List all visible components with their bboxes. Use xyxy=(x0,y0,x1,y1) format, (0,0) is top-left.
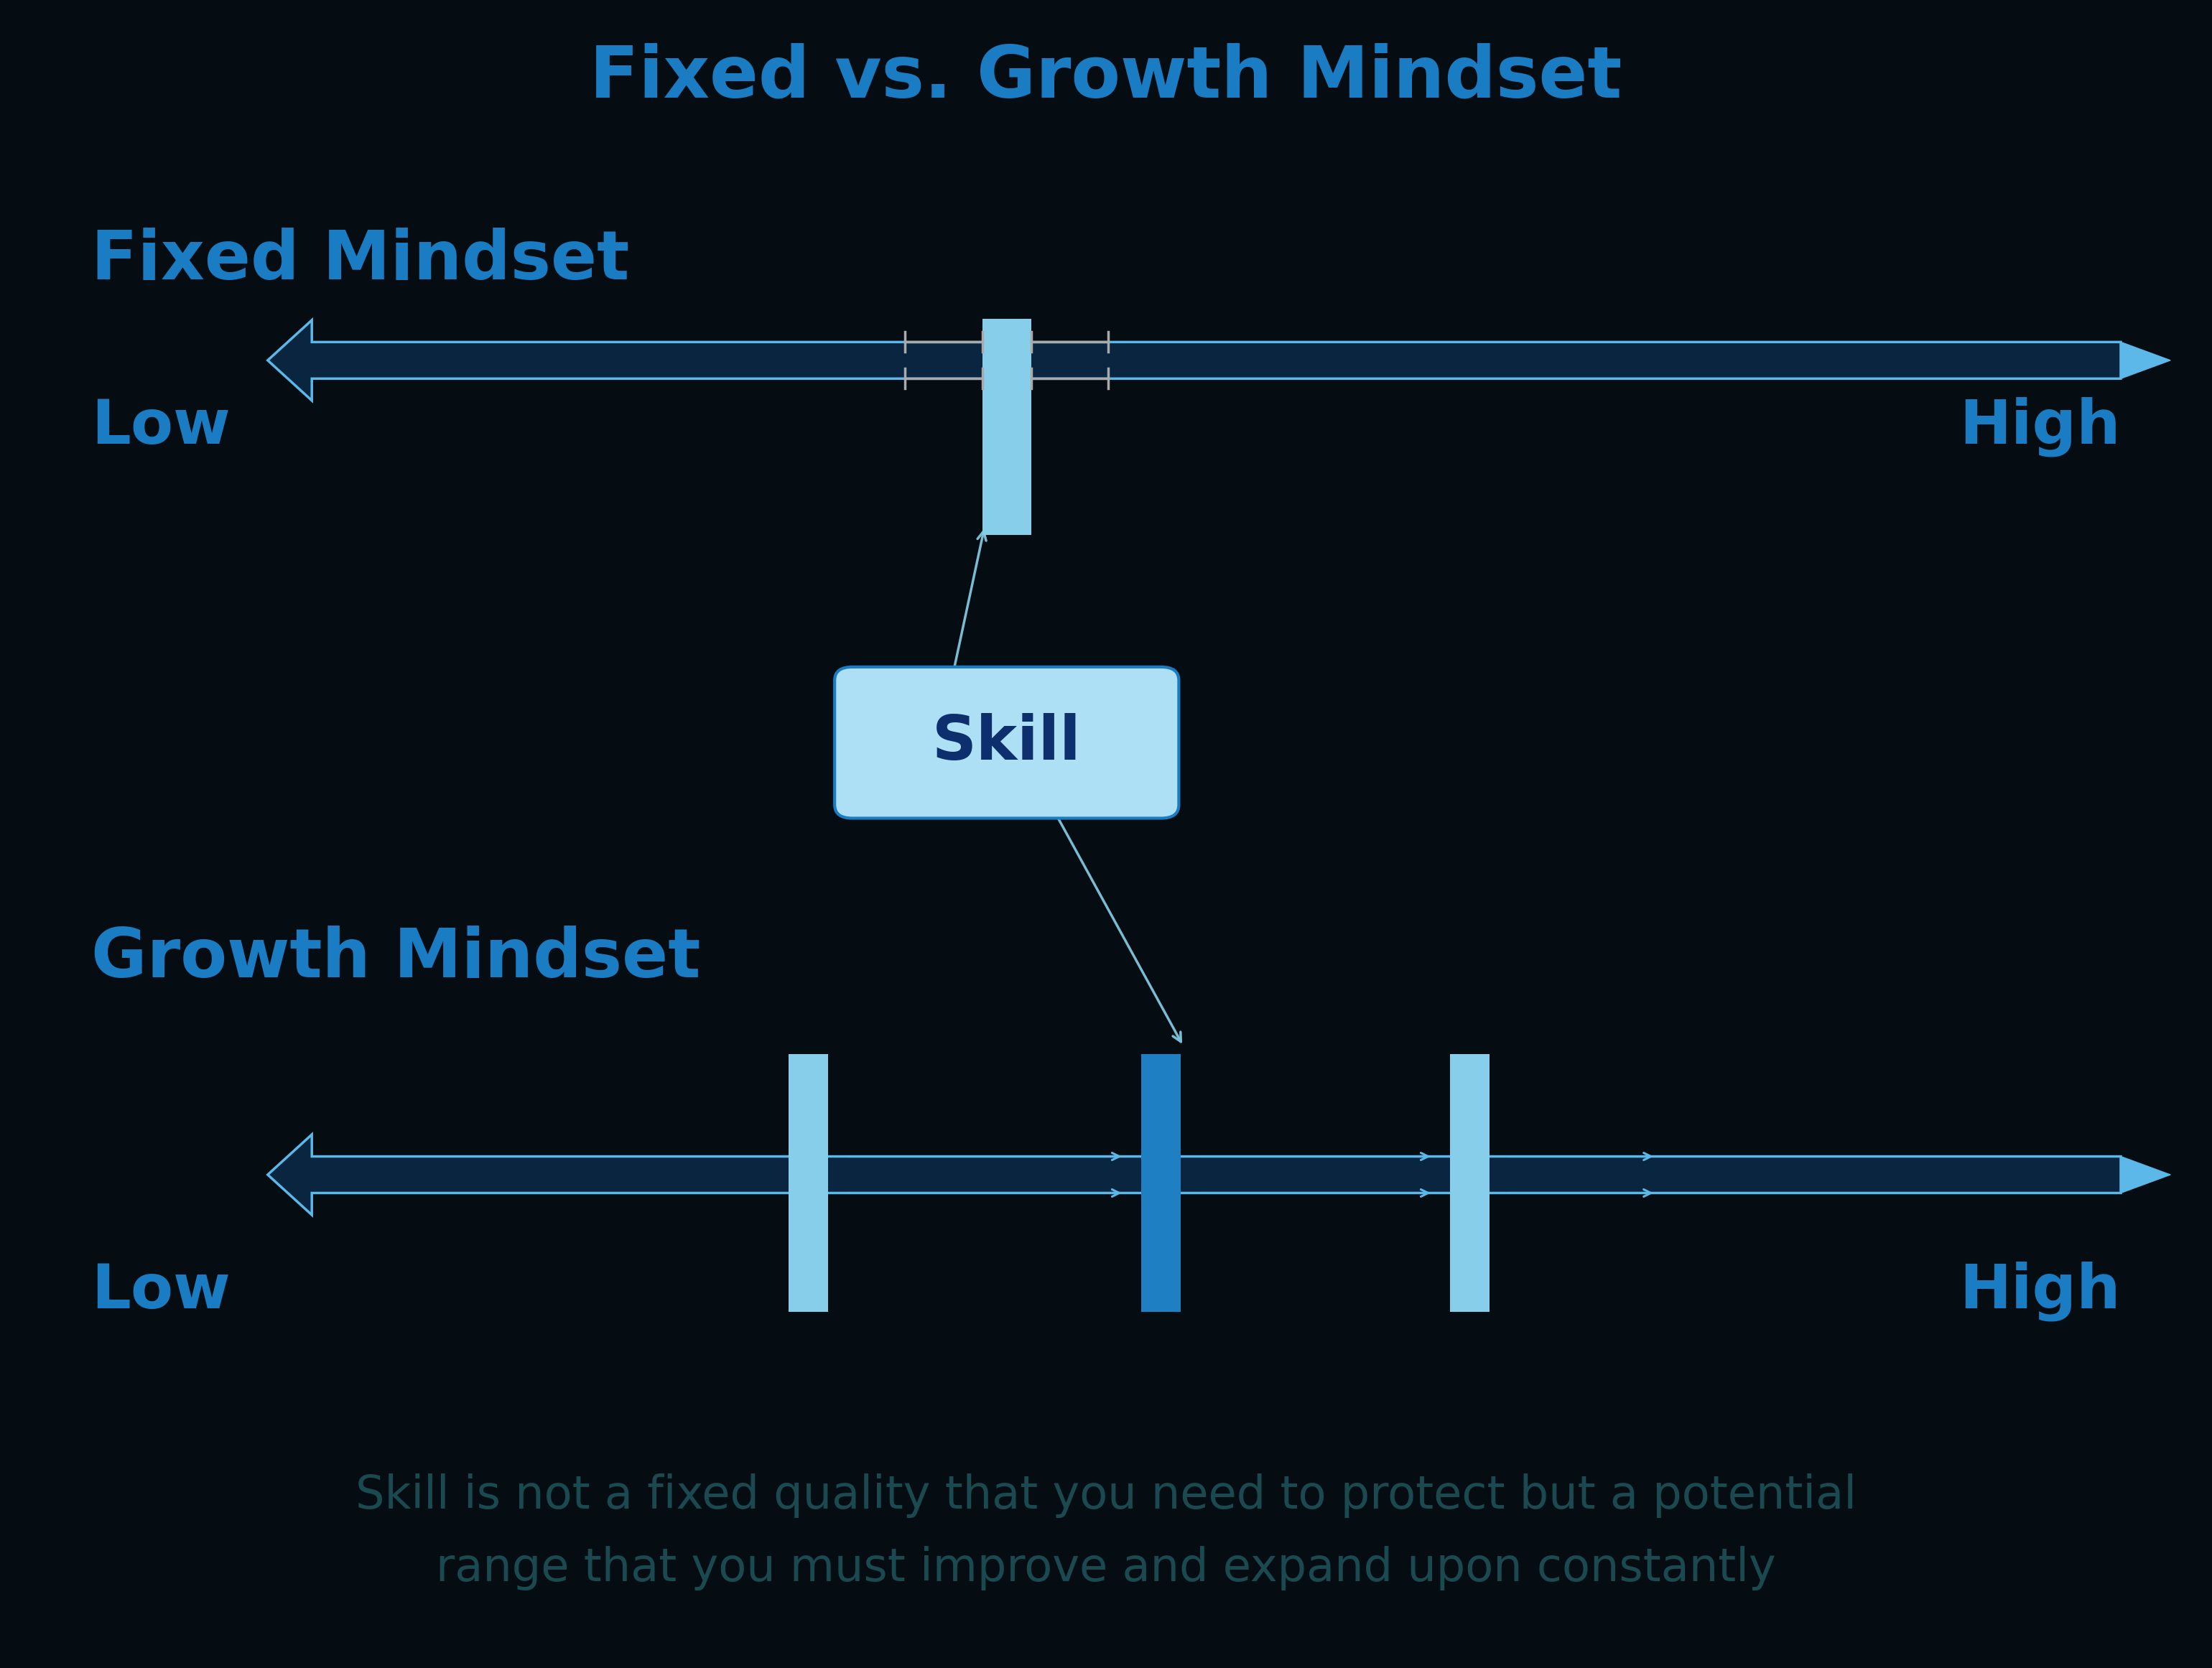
FancyBboxPatch shape xyxy=(834,667,1179,819)
Polygon shape xyxy=(2121,1156,2170,1193)
Polygon shape xyxy=(2121,342,2170,379)
Polygon shape xyxy=(268,320,2121,400)
Bar xyxy=(787,1054,827,1311)
Text: Skill: Skill xyxy=(931,712,1082,772)
Text: Low: Low xyxy=(91,1261,230,1321)
Text: Fixed vs. Growth Mindset: Fixed vs. Growth Mindset xyxy=(591,43,1621,113)
Polygon shape xyxy=(268,1134,2121,1214)
Text: High: High xyxy=(1960,1261,2121,1321)
Text: Low: Low xyxy=(91,397,230,457)
Text: Growth Mindset: Growth Mindset xyxy=(91,926,701,992)
Bar xyxy=(1141,1054,1181,1311)
Bar xyxy=(1451,1054,1491,1311)
Text: Fixed Mindset: Fixed Mindset xyxy=(91,227,630,294)
Bar xyxy=(982,319,1031,535)
Text: Skill is not a fixed quality that you need to protect but a potential
range that: Skill is not a fixed quality that you ne… xyxy=(356,1473,1856,1591)
Text: High: High xyxy=(1960,397,2121,457)
